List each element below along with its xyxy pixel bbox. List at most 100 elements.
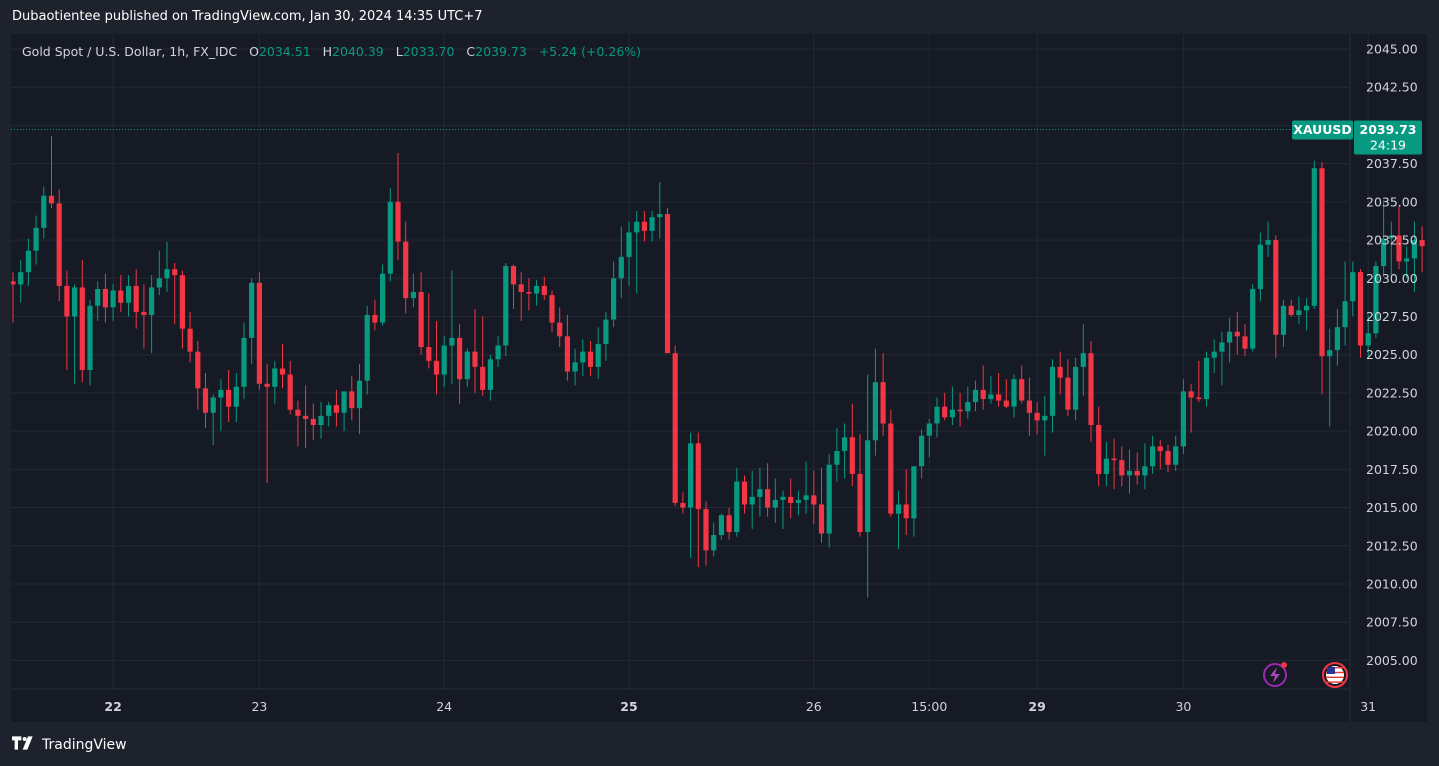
candle-body — [865, 440, 871, 533]
candle-body — [1273, 240, 1279, 335]
bar-countdown: 24:19 — [1370, 138, 1406, 153]
candle-body — [1388, 235, 1394, 239]
candle-body — [919, 435, 925, 467]
candle-body — [380, 273, 386, 323]
candle-body — [1188, 391, 1194, 398]
candle-body — [418, 292, 424, 348]
candle-body — [264, 383, 270, 387]
candle-body — [1219, 342, 1225, 352]
candle-body — [572, 362, 578, 372]
candle-body — [372, 314, 378, 323]
notification-dot-icon — [1281, 662, 1287, 668]
candle-body — [125, 285, 132, 303]
candle-body — [1357, 272, 1364, 346]
candle-body — [618, 256, 624, 279]
candle-body — [310, 418, 316, 426]
candle-body — [965, 402, 971, 412]
open-label: O — [249, 44, 259, 59]
candle-body — [534, 285, 540, 294]
candle-body — [718, 515, 724, 536]
chart-area[interactable]: 2045.002042.502040.002037.502035.002032.… — [11, 34, 1427, 722]
candle-body — [1073, 366, 1079, 410]
close-label: C — [466, 44, 476, 59]
candle-body — [1396, 235, 1402, 262]
candle-body — [1165, 450, 1171, 465]
candle-body — [857, 473, 863, 533]
symbol-legend: Gold Spot / U.S. Dollar, 1h, FX_IDC O203… — [22, 44, 641, 59]
candle-body — [133, 285, 139, 312]
candle-body — [1227, 331, 1233, 343]
candle-body — [279, 368, 286, 375]
candle-body — [18, 272, 24, 285]
candle-body — [241, 337, 247, 387]
candlestick-chart[interactable]: 2045.002042.502040.002037.502035.002032.… — [11, 34, 1427, 722]
tradingview-footer[interactable]: TradingView — [12, 736, 127, 754]
candle-body — [526, 292, 532, 294]
candle-body — [179, 275, 185, 329]
candle-body — [1242, 336, 1248, 349]
time-tick-label: 31 — [1360, 699, 1376, 714]
candle-body — [711, 535, 717, 551]
candle-body — [195, 351, 201, 389]
candle-body — [1057, 366, 1063, 378]
candle-body — [880, 382, 886, 424]
candle-body — [1011, 379, 1017, 407]
candle-body — [1381, 238, 1387, 267]
candle-body — [249, 282, 255, 338]
candle-body — [849, 437, 855, 474]
lightning-bolt-icon — [1270, 667, 1280, 683]
candle-body — [1311, 168, 1317, 306]
candle-body — [1203, 357, 1210, 400]
open-value: 2034.51 — [258, 44, 311, 59]
candle-body — [1265, 240, 1271, 245]
candle-body — [341, 391, 347, 413]
price-tick-label: 2032.50 — [1366, 233, 1418, 248]
candle-body — [72, 287, 78, 317]
candle-body — [118, 290, 124, 303]
candle-body — [387, 201, 393, 274]
candle-body — [1026, 400, 1032, 413]
us-flag-stripe-icon — [1326, 681, 1344, 683]
candle-body — [726, 515, 732, 533]
candle-body — [1288, 305, 1294, 315]
candle-body — [326, 405, 332, 416]
time-tick-label: 25 — [620, 699, 637, 714]
candle-body — [749, 496, 755, 505]
candle-body — [757, 489, 763, 497]
candle-body — [911, 466, 917, 519]
candle-body — [172, 269, 178, 276]
candle-body — [102, 288, 108, 308]
candle-body — [272, 368, 278, 387]
candle-body — [95, 288, 101, 306]
candle-body — [1126, 470, 1133, 476]
candle-body — [1211, 351, 1217, 358]
candle-body — [541, 285, 547, 296]
candle-body — [395, 201, 401, 242]
candle-body — [518, 284, 524, 293]
candle-body — [803, 495, 809, 500]
candle-body — [410, 292, 416, 299]
candle-body — [888, 423, 894, 514]
candle-body — [1034, 412, 1040, 421]
candle-body — [256, 282, 262, 384]
time-tick-label: 22 — [104, 699, 121, 714]
candle-body — [449, 337, 455, 346]
ticker-tag-label: XAUUSD — [1293, 122, 1352, 137]
candle-body — [1373, 266, 1379, 334]
candle-body — [826, 464, 832, 534]
candle-body — [226, 389, 232, 407]
price-tick-label: 2025.00 — [1366, 347, 1418, 362]
lightning-icon — [1263, 663, 1287, 687]
price-tick-label: 2005.00 — [1366, 653, 1418, 668]
candle-body — [110, 290, 116, 308]
low-value: 2033.70 — [402, 44, 455, 59]
candle-body — [903, 504, 909, 519]
candle-body — [603, 319, 609, 345]
candle-body — [557, 322, 563, 337]
candle-body — [218, 389, 224, 398]
candle-body — [287, 374, 293, 410]
candle-body — [780, 496, 786, 500]
candle-body — [834, 450, 840, 465]
price-tick-label: 2045.00 — [1366, 42, 1418, 57]
candle-body — [510, 266, 517, 285]
